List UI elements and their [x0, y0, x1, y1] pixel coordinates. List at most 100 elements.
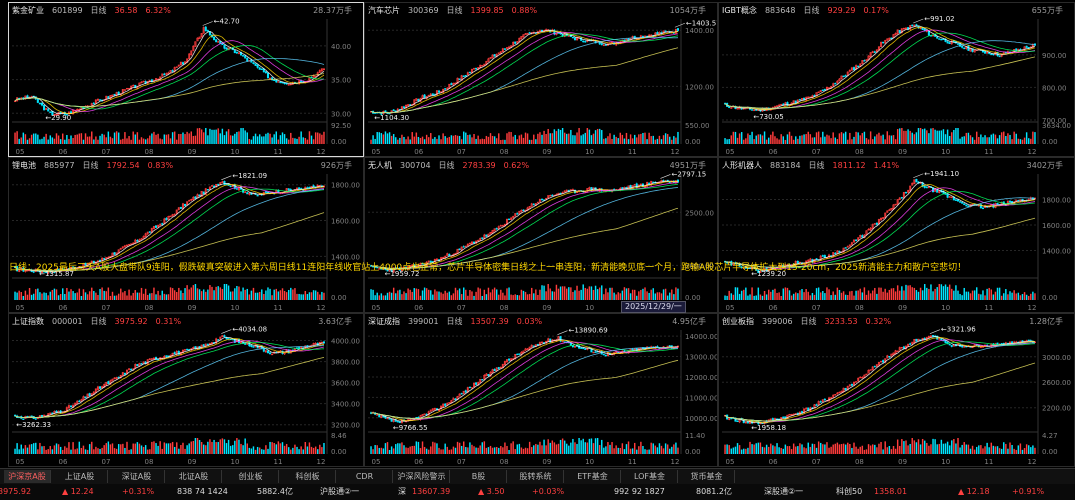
- volume-bar: [14, 291, 16, 300]
- candle-body: [90, 103, 93, 106]
- hgt-link[interactable]: 沪股通②一: [320, 484, 359, 500]
- sgt-link[interactable]: 深股通②一: [764, 484, 803, 500]
- kline-panel-p5[interactable]: 无人机 300704 日线 2783.39 0.62% 4951万手 2500.00 2000…: [364, 157, 718, 313]
- kline-panel-p1[interactable]: 紫金矿业 601899 日线 36.58 6.32% 28.37万手 40.00 35.00 3…: [8, 2, 364, 157]
- candle-body: [800, 411, 804, 413]
- volume-bar: [285, 138, 288, 144]
- ma-line-5: [14, 183, 325, 273]
- market-tab[interactable]: LOF基金: [622, 470, 678, 483]
- volume-bar: [940, 439, 943, 454]
- volume-bar: [136, 442, 139, 454]
- kline-chart-p8[interactable]: 14000.0013000.0012000.0011000.0010000.00…: [365, 314, 717, 466]
- market-tab[interactable]: ETF基金: [565, 470, 621, 483]
- volume-bar: [219, 133, 222, 144]
- volume-bar: [207, 135, 209, 144]
- candle-body: [528, 32, 531, 34]
- ma-line-20: [370, 341, 679, 420]
- kline-chart-p7[interactable]: 4000.003800.003600.003400.003200.008.460…: [9, 314, 363, 466]
- volume-bar: [767, 289, 770, 300]
- market-tab[interactable]: 股转系统: [508, 470, 564, 483]
- volume-bar: [851, 447, 853, 454]
- high-marker: [929, 329, 941, 334]
- kline-panel-p7[interactable]: 上证指数 000001 日线 3975.92 0.31% 3.63亿手 4000.00 380…: [8, 313, 364, 467]
- volume-bar: [18, 449, 20, 454]
- volume-bar: [254, 133, 257, 144]
- candle-body: [53, 114, 56, 116]
- candle-body: [204, 26, 207, 32]
- volume-bar: [559, 286, 562, 300]
- volume-bar: [55, 289, 58, 300]
- candle-body: [848, 244, 851, 247]
- low-label: ←1958.18: [751, 424, 786, 432]
- market-tab[interactable]: 北证A股: [166, 470, 222, 483]
- volume-bar: [907, 129, 909, 144]
- candle-body: [516, 353, 519, 356]
- kline-panel-p2[interactable]: 汽车芯片 300369 日线 1399.85 0.88% 1054万手 1400.00 120…: [364, 2, 718, 157]
- volume-label: 926万手: [320, 161, 352, 170]
- candle-body: [322, 68, 325, 71]
- volume-bar: [39, 442, 41, 454]
- market-tab[interactable]: 创业板: [223, 470, 279, 483]
- kline-chart-p4[interactable]: 1800.001600.001400.000.00←1821.09←1315.8…: [9, 158, 363, 312]
- volume-bar: [147, 449, 149, 454]
- volume-bar: [76, 134, 78, 144]
- stock-code: 601899: [52, 6, 83, 15]
- kline-panel-p3[interactable]: IGBT概念 883648 日线 929.29 0.17% 655万手 900.00 800.…: [718, 2, 1075, 157]
- y-tick-label: 3200.00: [331, 422, 360, 430]
- volume-bar: [153, 131, 155, 144]
- candle-body: [900, 28, 903, 33]
- volume-bar: [938, 130, 941, 144]
- candle-body: [314, 342, 317, 345]
- volume-bar: [598, 128, 601, 144]
- candle-body: [252, 62, 255, 64]
- volume-bar: [896, 439, 899, 454]
- volume-bar: [475, 138, 477, 144]
- volume-bar: [874, 287, 876, 300]
- candle-body: [520, 209, 523, 212]
- volume-bar: [934, 288, 936, 300]
- volume-bar: [973, 139, 976, 144]
- volume-bar: [892, 135, 895, 144]
- volume-bar: [246, 288, 248, 300]
- market-tab[interactable]: 科创板: [280, 470, 336, 483]
- volume-bar: [202, 289, 205, 300]
- volume-bar: [302, 137, 304, 144]
- market-tab[interactable]: 沪深风险警示: [394, 470, 450, 483]
- candle-body: [198, 36, 201, 40]
- kline-panel-p4[interactable]: 锂电池 885977 日线 1792.54 0.83% 926万手 1800.00 1600.…: [8, 157, 364, 313]
- kline-chart-p9[interactable]: 3000.002600.002200.004.270.00←3321.96←19…: [719, 314, 1074, 466]
- kline-chart-p3[interactable]: 900.00800.00700.003634.000.00←991.02←730…: [719, 3, 1074, 156]
- volume-bar: [454, 447, 457, 454]
- volume-bar: [510, 132, 512, 144]
- volume-bar: [884, 288, 886, 300]
- volume-bar: [1032, 131, 1034, 144]
- market-tab[interactable]: 深证A股: [109, 470, 165, 483]
- volume-bar: [217, 286, 219, 300]
- kline-panel-p8[interactable]: 深证成指 399001 日线 13507.39 0.03% 4.95亿手 14000.00 1…: [364, 313, 718, 467]
- volume-bar: [518, 295, 521, 300]
- candle-body: [111, 94, 114, 97]
- market-tab[interactable]: B股: [451, 470, 507, 483]
- volume-bar: [640, 289, 642, 300]
- volume-bar: [757, 134, 760, 144]
- market-tab[interactable]: 货币基金: [679, 470, 735, 483]
- candle-body: [744, 267, 747, 269]
- volume-bar: [533, 134, 535, 144]
- volume-bar: [673, 294, 675, 300]
- kline-panel-p6[interactable]: 人形机器人 883184 日线 1811.12 1.41% 3402万手 1800.00 16…: [718, 157, 1075, 313]
- volume-bar: [57, 444, 60, 454]
- market-tab[interactable]: CDR: [337, 470, 393, 483]
- kline-panel-p9[interactable]: 创业板指 399006 日线 3233.53 0.32% 1.28亿手 3000.00 260…: [718, 313, 1075, 467]
- kline-chart-p6[interactable]: 1800.001600.001400.000.00←1941.10←1239.2…: [719, 158, 1074, 312]
- market-tab[interactable]: 沪深京A股: [4, 470, 51, 483]
- kline-chart-p2[interactable]: 1400.001200.00550.000.00←1403.57←1104.30…: [365, 3, 717, 156]
- volume-bar: [495, 138, 498, 144]
- volume-bar: [644, 287, 646, 300]
- volume-bar: [469, 442, 471, 454]
- market-tab[interactable]: 上证A股: [52, 470, 108, 483]
- volume-bar: [669, 136, 671, 144]
- candle-body: [499, 225, 502, 227]
- volume-bar: [450, 135, 453, 144]
